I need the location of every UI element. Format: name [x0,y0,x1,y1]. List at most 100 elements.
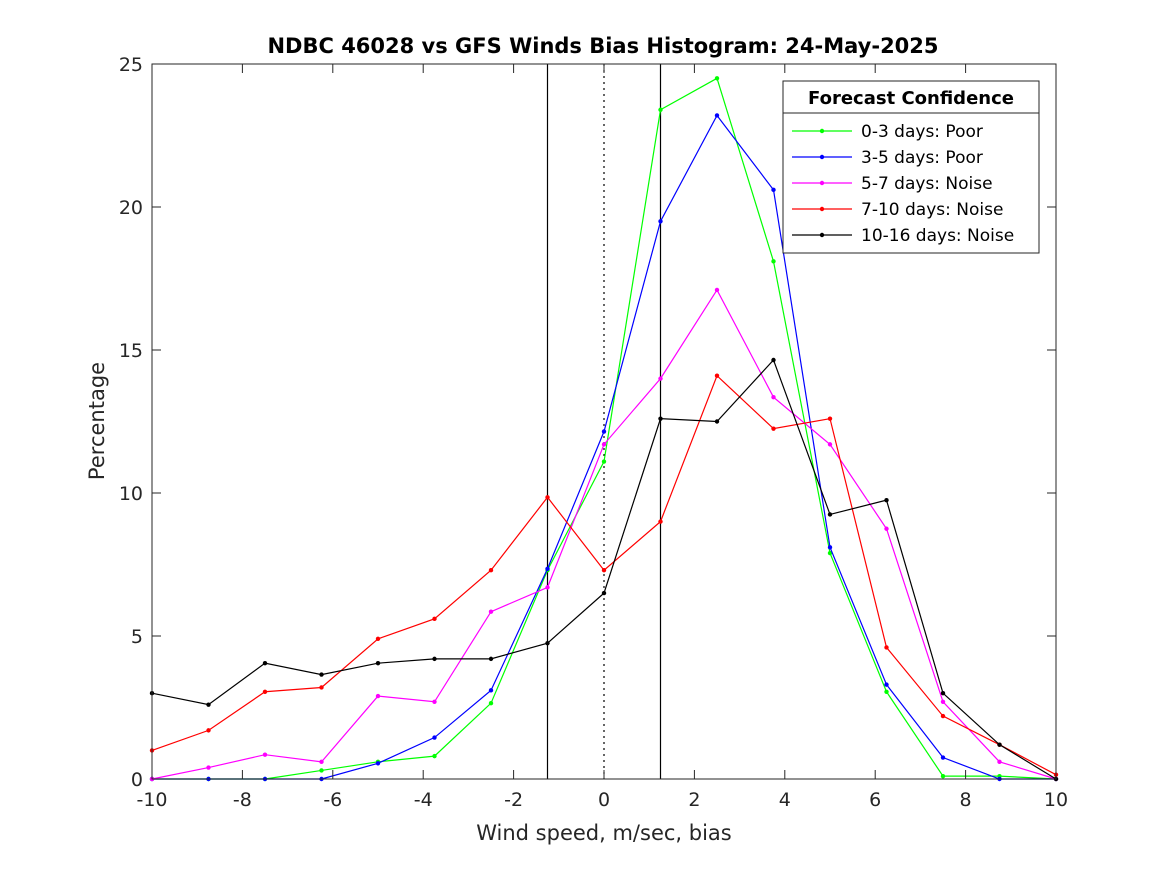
data-point [375,693,381,699]
legend-swatch-marker [819,206,825,212]
data-point [771,426,776,431]
data-point [319,685,324,690]
data-point [658,376,663,381]
data-point [488,568,494,573]
data-point [884,682,889,687]
data-point [658,519,663,524]
legend-entry: 0-3 days: Poor [792,122,983,142]
x-tick-label: 10 [1044,789,1068,811]
legend-label: 10-16 days: Noise [861,226,1014,246]
data-point [206,728,211,733]
data-point [206,702,211,707]
series-10-16-days-noise [149,357,1059,782]
data-point [714,113,720,118]
data-point [771,357,776,363]
legend-swatch-marker [819,180,825,186]
reference-lines [546,64,662,779]
legend-swatch-marker [819,128,825,134]
legend-entry: 10-16 days: Noise [792,226,1014,246]
legend-entry: 3-5 days: Poor [792,148,983,168]
data-point [940,691,946,696]
data-point [206,765,211,770]
y-tick-label: 25 [119,54,143,76]
x-tick-label: 8 [960,789,972,811]
data-point [658,219,663,224]
legend-label: 5-7 days: Noise [861,174,993,194]
chart-title: NDBC 46028 vs GFS Winds Bias Histogram: … [267,34,938,58]
data-point [375,636,381,642]
legend: Forecast Confidence 0-3 days: Poor 3-5 da… [782,80,1040,254]
legend-label: 7-10 days: Noise [861,200,1003,220]
data-point [884,689,889,694]
x-tick-label: 6 [869,789,881,811]
legend-title: Forecast Confidence [808,88,1014,109]
data-point [714,373,720,378]
y-tick-label: 20 [119,197,143,219]
data-point [940,773,946,779]
legend-entries: 0-3 days: Poor 3-5 days: Poor 5-7 days: No… [792,122,1014,246]
data-point [601,459,607,464]
data-point [940,699,946,704]
data-point [884,526,889,531]
legend-entry: 7-10 days: Noise [792,200,1003,220]
data-point [827,442,833,447]
legend-swatch-marker [819,154,825,160]
series-5-7-days-noise [149,287,1059,782]
data-point [488,701,494,706]
x-axis-label: Wind speed, m/sec, bias [476,821,732,845]
data-point [545,566,550,571]
data-point [432,735,437,740]
data-point [884,497,889,503]
legend-entry: 5-7 days: Noise [792,174,993,194]
legend-box [782,80,1040,254]
data-point [488,688,494,693]
y-tick-label: 10 [119,483,143,505]
data-point [827,416,833,421]
data-point [714,76,720,81]
legend-swatch-marker [819,232,825,238]
y-axis-label: Percentage [85,362,109,480]
data-point [319,759,324,765]
data-point [601,568,607,573]
x-tick-label: -2 [504,789,523,811]
y-tick-label: 15 [119,340,143,362]
data-point [714,287,720,293]
data-point [432,656,437,662]
data-point [545,495,550,500]
series-layer [149,76,1059,782]
data-point [771,259,776,264]
data-point [884,645,889,650]
data-point [658,107,663,112]
x-tick-label: 2 [688,789,700,811]
data-point [827,512,833,517]
data-point [319,768,324,773]
x-tick-label: -4 [414,789,433,811]
data-point [432,699,437,704]
x-tick-label: 4 [779,789,791,811]
data-point [601,429,607,434]
axis-ticks: -10 -8 -6 -4 -2 0 2 4 6 8 10 0 5 10 15 20 25 [119,54,1068,811]
legend-label: 3-5 days: Poor [861,148,983,168]
data-point [601,442,607,447]
data-point [827,545,833,550]
x-tick-label: -6 [323,789,342,811]
data-point [375,660,381,666]
x-tick-label: -10 [136,789,167,811]
x-tick-label: -8 [233,789,252,811]
data-point [658,416,663,421]
data-point [262,660,268,666]
data-point [771,187,776,193]
data-point [262,752,268,757]
data-point [940,755,946,760]
data-point [432,753,437,759]
y-tick-label: 0 [131,769,143,791]
data-point [940,713,946,719]
data-point [771,394,776,400]
legend-label: 0-3 days: Poor [861,122,983,142]
data-point [262,689,268,694]
data-point [375,761,381,766]
data-point [997,759,1002,765]
data-point [488,609,494,614]
data-point [545,640,550,646]
